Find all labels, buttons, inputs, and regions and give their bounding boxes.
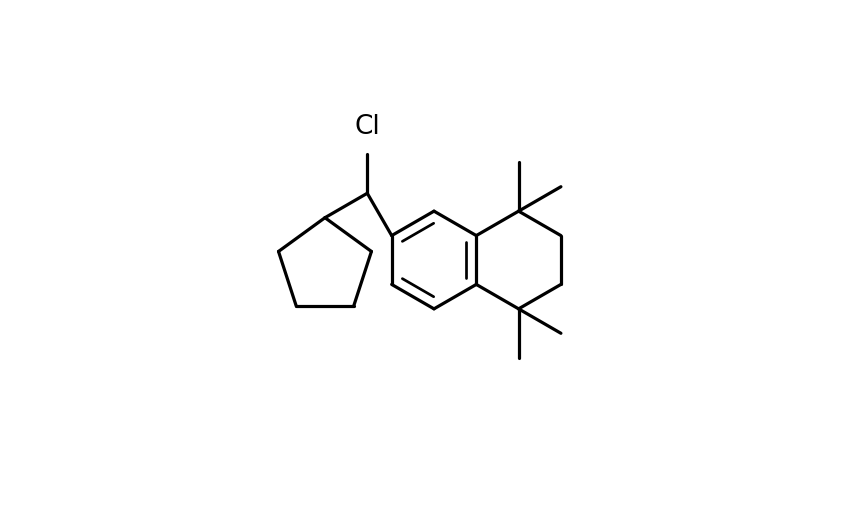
Text: Cl: Cl [354,114,380,140]
